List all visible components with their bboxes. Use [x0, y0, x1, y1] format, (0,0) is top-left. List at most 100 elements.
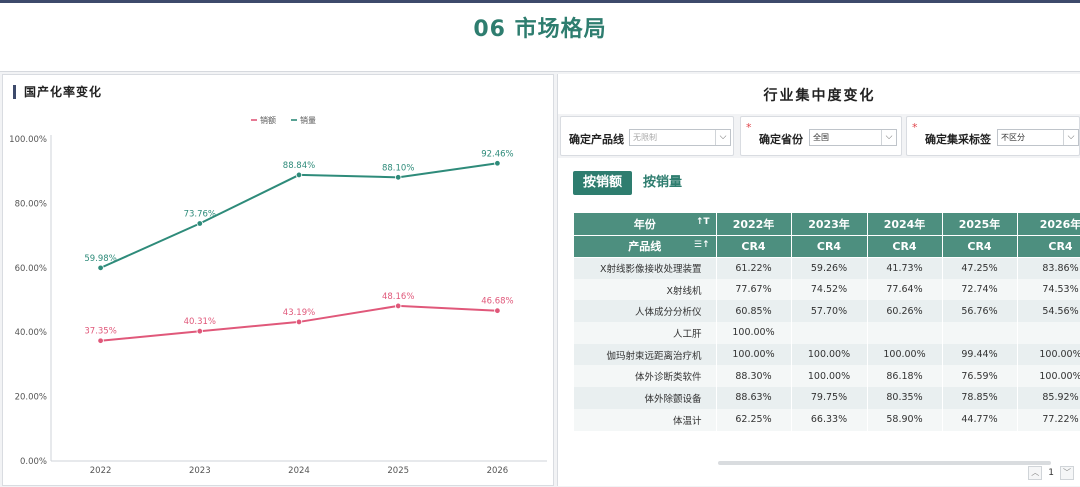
cr4-cell: 76.59%: [942, 365, 1018, 388]
cr4-cell: [867, 322, 943, 344]
year-header: 2025年: [942, 213, 1018, 236]
cr4-cell: 80.35%: [867, 387, 943, 409]
year-header-row: 年份 ↑T 2022年 2023年 2024年 2025年 2026年: [574, 213, 1080, 236]
data-point: [494, 160, 501, 167]
year-header-label: 年份: [633, 217, 656, 231]
year-header: 2026年: [1017, 213, 1080, 236]
cr4-cell: 61.22%: [716, 257, 792, 279]
province-select[interactable]: 全国 ⌵: [809, 129, 897, 146]
data-point: [196, 328, 203, 335]
year-header: 2024年: [867, 213, 943, 236]
cr4-cell: 44.77%: [942, 408, 1018, 431]
horizontal-scrollbar[interactable]: [718, 461, 1051, 465]
table-row: X射线机 77.67% 74.52% 77.64% 72.74% 74.53%: [574, 278, 1080, 301]
cr4-cell: 83.86%: [1017, 257, 1080, 279]
data-label: 88.84%: [283, 161, 315, 171]
concentration-panel: 行业集中度变化 确定产品线 无限制 ⌵ * 确定省份 全国 ⌵ * 确定集采标签…: [557, 74, 1080, 486]
y-tick-label: 60.00%: [15, 264, 47, 274]
data-label: 92.46%: [481, 149, 513, 159]
product-line-name: X射线影像接收处理装置: [574, 257, 717, 279]
required-marker: *: [912, 121, 918, 134]
cr4-cell: 72.74%: [942, 278, 1018, 301]
procurement-tag-select[interactable]: 不区分 ⌵: [997, 129, 1079, 146]
prev-page-button[interactable]: ︿: [1028, 466, 1043, 480]
table-row: 人体成分分析仪 60.85% 57.70% 60.26% 56.76% 54.56%: [574, 300, 1080, 323]
metric-header: CR4: [942, 235, 1018, 258]
localization-rate-panel: 0.00% 20.00% 40.00% 60.00% 80.00% 100.00% 2022…: [2, 74, 554, 486]
x-tick-label: 2023: [189, 466, 211, 476]
cr4-cell: [942, 322, 1018, 344]
cr4-cell: 74.52%: [791, 278, 868, 301]
cr4-cell: 100.00%: [1017, 365, 1080, 388]
metric-header: CR4: [1017, 235, 1080, 258]
metric-header: CR4: [791, 235, 868, 258]
legend-label: 销额: [260, 115, 276, 125]
product-line-name: 体外诊断类软件: [574, 365, 717, 388]
table-row: 人工肝 100.00%: [574, 322, 1080, 344]
filter-province: * 确定省份 全国 ⌵: [740, 116, 902, 156]
filter-procurement-tag-label: 确定集采标签: [925, 133, 991, 146]
header-bar: 06 市场格局: [0, 0, 1080, 72]
data-point: [295, 171, 303, 179]
filter-bar: 确定产品线 无限制 ⌵ * 确定省份 全国 ⌵ * 确定集采标签 不区分 ⌵: [558, 114, 1080, 158]
filter-product-line-label: 确定产品线: [569, 133, 624, 146]
cr4-cell: 62.25%: [716, 408, 792, 431]
chevron-down-icon: ⌵: [881, 130, 896, 145]
x-tick-label: 2024: [288, 466, 310, 476]
filter-procurement-tag: * 确定集采标签 不区分 ⌵: [906, 116, 1080, 156]
sort-icon[interactable]: ☰↑: [693, 239, 710, 250]
cr4-cell: [1017, 322, 1080, 344]
cr4-cell: 100.00%: [716, 322, 792, 344]
filter-province-label: 确定省份: [759, 133, 803, 146]
data-point: [395, 174, 402, 181]
metric-header-row: 产品线 ☰↑ CR4 CR4 CR4 CR4 CR4: [574, 235, 1080, 258]
series-line: [100, 162, 498, 269]
tab-by-sales-volume[interactable]: 按销量: [643, 175, 683, 190]
data-label: 40.31%: [184, 317, 216, 327]
pagination: ︿ 1 ﹀: [1028, 466, 1074, 482]
tab-by-sales-amount[interactable]: 按销额: [573, 171, 633, 195]
product-line-name: 体外除颤设备: [574, 387, 717, 409]
cr4-cell: 100.00%: [1017, 343, 1080, 366]
required-marker: *: [746, 121, 752, 134]
legend-label: 销量: [300, 115, 316, 125]
cr4-cell: 58.90%: [867, 408, 943, 431]
cr4-cell: 74.53%: [1017, 278, 1080, 301]
data-label: 37.35%: [84, 327, 116, 337]
cr4-cell: 77.22%: [1017, 408, 1080, 431]
data-point: [97, 264, 104, 272]
year-header: 2023年: [791, 213, 868, 236]
data-label: 43.19%: [283, 308, 315, 318]
x-tick-label: 2025: [387, 466, 409, 476]
sort-icon[interactable]: ↑T: [695, 217, 710, 227]
cr4-cell: 59.26%: [791, 257, 868, 279]
y-tick-label: 100.00%: [9, 135, 47, 145]
y-tick-label: 20.00%: [15, 393, 47, 403]
data-point: [196, 220, 203, 227]
metric-header: CR4: [867, 235, 943, 258]
product-line-column-header[interactable]: 产品线 ☰↑: [574, 235, 717, 258]
province-value: 全国: [813, 133, 829, 142]
next-page-button[interactable]: ﹀: [1060, 466, 1074, 480]
product-line-name: 人工肝: [574, 322, 717, 344]
localization-rate-title: 国产化率变化: [13, 85, 102, 99]
cr4-cell: 47.25%: [942, 257, 1018, 279]
y-tick-label: 80.00%: [15, 199, 47, 209]
concentration-table: 年份 ↑T 2022年 2023年 2024年 2025年 2026年 产品线 ☰↑…: [574, 213, 1080, 433]
data-label: 88.10%: [382, 163, 414, 173]
localization-rate-chart: 0.00% 20.00% 40.00% 60.00% 80.00% 100.00% 2022…: [9, 115, 547, 476]
header-divider: [0, 71, 1080, 72]
year-column-header[interactable]: 年份 ↑T: [574, 213, 717, 236]
year-header: 2022年: [716, 213, 792, 236]
cr4-cell: 85.92%: [1017, 387, 1080, 409]
cr4-cell: 100.00%: [791, 343, 868, 366]
cr4-cell: 60.85%: [716, 300, 792, 323]
cr4-cell: 78.85%: [942, 387, 1018, 409]
cr4-cell: 100.00%: [791, 365, 868, 388]
cr4-cell: 60.26%: [867, 300, 943, 323]
filter-product-line: 确定产品线 无限制 ⌵: [560, 116, 734, 156]
product-line-select[interactable]: 无限制 ⌵: [629, 129, 731, 146]
product-line-name: 人体成分分析仪: [574, 300, 717, 323]
cr4-cell: [791, 322, 868, 344]
cr4-cell: 79.75%: [791, 387, 868, 409]
